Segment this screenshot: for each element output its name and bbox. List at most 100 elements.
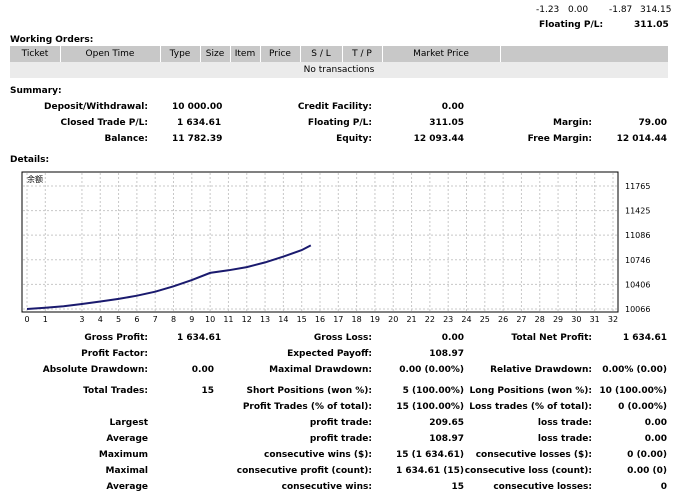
maximum-label: Maximum xyxy=(98,450,148,460)
gross-loss-label: Gross Loss: xyxy=(313,333,372,343)
col-market-price: Market Price xyxy=(413,49,469,59)
total-trades-label: Total Trades: xyxy=(83,386,148,396)
credit-value: 0.00 xyxy=(441,102,464,112)
floating-pl-label: Floating P/L: xyxy=(307,118,372,128)
closed-pl-value: 1 634.61 xyxy=(177,118,222,128)
maximal-consecutive-profit-label: consecutive profit (count): xyxy=(236,466,372,476)
relative-drawdown-label: Relative Drawdown: xyxy=(490,365,592,375)
x-tick-label: 29 xyxy=(553,315,563,324)
maximal-consecutive-loss-label: consecutive loss (count): xyxy=(464,466,592,476)
x-tick-label: 21 xyxy=(406,315,416,324)
balance-series-line xyxy=(26,244,312,310)
expected-payoff-value: 108.97 xyxy=(429,349,464,359)
absolute-drawdown-label: Absolute Drawdown: xyxy=(42,365,148,375)
x-tick-label: 31 xyxy=(590,315,600,324)
col-type: Type xyxy=(169,49,191,59)
col-price: Price xyxy=(269,49,291,59)
largest-profit-trade-value: 209.65 xyxy=(429,418,464,428)
gross-profit-value: 1 634.61 xyxy=(177,333,222,343)
deposit-value: 10 000.00 xyxy=(172,102,223,112)
gross-profit-label: Gross Profit: xyxy=(84,333,148,343)
col-size: Size xyxy=(205,49,225,59)
short-positions-label: Short Positions (won %): xyxy=(246,386,372,396)
equity-value: 12 093.44 xyxy=(413,134,464,144)
x-tick-label: 19 xyxy=(370,315,380,324)
expected-payoff-label: Expected Payoff: xyxy=(287,349,372,359)
absolute-drawdown-value: 0.00 xyxy=(191,365,214,375)
y-tick-label: 10406 xyxy=(625,280,650,289)
top-value-3: -1.87 xyxy=(609,5,633,15)
x-tick-label: 24 xyxy=(461,315,471,324)
credit-label: Credit Facility: xyxy=(297,102,372,112)
floating-pl-value: 311.05 xyxy=(429,118,464,128)
maximal-consecutive-profit-value: 1 634.61 (15) xyxy=(395,466,464,476)
y-tick-label: 10746 xyxy=(625,256,650,265)
y-tick-label: 11086 xyxy=(625,231,650,240)
x-tick-label: 9 xyxy=(189,315,194,324)
top-value-4: 314.15 xyxy=(640,5,672,15)
maximal-drawdown-label: Maximal Drawdown: xyxy=(269,365,372,375)
x-tick-label: 0 xyxy=(24,315,29,324)
average-loss-trade-label: loss trade: xyxy=(537,434,592,444)
closed-pl-label: Closed Trade P/L: xyxy=(60,118,148,128)
top-value-2: 0.00 xyxy=(568,5,589,15)
average-loss-trade-value: 0.00 xyxy=(644,434,667,444)
x-tick-label: 16 xyxy=(315,315,325,324)
short-positions-value: 5 (100.00%) xyxy=(402,386,464,396)
long-positions-value: 10 (100.00%) xyxy=(599,386,667,396)
x-tick-label: 28 xyxy=(535,315,545,324)
x-tick-label: 7 xyxy=(153,315,158,324)
working-orders-title: Working Orders: xyxy=(10,35,94,45)
margin-value: 79.00 xyxy=(638,118,667,128)
x-tick-label: 27 xyxy=(516,315,526,324)
x-tick-label: 17 xyxy=(333,315,343,324)
profit-factor-label: Profit Factor: xyxy=(81,349,148,359)
net-profit-value: 1 634.61 xyxy=(622,333,667,343)
average-profit-trade-label: profit trade: xyxy=(309,434,372,444)
max-consecutive-losses-label: consecutive losses ($): xyxy=(475,450,592,460)
deposit-label: Deposit/Withdrawal: xyxy=(44,102,148,112)
details-title: Details: xyxy=(10,155,50,165)
max-consecutive-wins-label: consecutive wins ($): xyxy=(263,450,372,460)
loss-trades-label: Loss trades (% of total): xyxy=(469,402,592,412)
max-consecutive-wins-value: 15 (1 634.61) xyxy=(395,450,464,460)
maximal-drawdown-value: 0.00 (0.00%) xyxy=(399,365,464,375)
largest-profit-trade-label: profit trade: xyxy=(309,418,372,428)
total-trades-value: 15 xyxy=(201,386,214,396)
working-orders-header: Ticket Open Time Type Size Item Price S … xyxy=(10,46,668,62)
loss-trades-value: 0 (0.00%) xyxy=(618,402,667,412)
gross-loss-value: 0.00 xyxy=(441,333,464,343)
avg-consecutive-wins-value: 15 xyxy=(451,482,464,492)
x-tick-label: 4 xyxy=(98,315,103,324)
x-tick-label: 3 xyxy=(79,315,84,324)
average-consecutive-label: Average xyxy=(106,482,148,492)
x-tick-label: 30 xyxy=(571,315,581,324)
largest-label: Largest xyxy=(109,418,148,428)
free-margin-label: Free Margin: xyxy=(527,134,592,144)
max-consecutive-losses-value: 0 (0.00) xyxy=(627,450,667,460)
y-tick-label: 11765 xyxy=(625,182,650,191)
floating-pl-label-top: Floating P/L: xyxy=(539,20,604,30)
x-tick-label: 1 xyxy=(43,315,48,324)
avg-consecutive-losses-value: 0 xyxy=(660,482,667,492)
x-tick-label: 20 xyxy=(388,315,398,324)
y-tick-label: 11425 xyxy=(625,207,650,216)
equity-label: Equity: xyxy=(336,134,372,144)
free-margin-value: 12 014.44 xyxy=(616,134,667,144)
net-profit-label: Total Net Profit: xyxy=(511,333,592,343)
profit-trades-label: Profit Trades (% of total): xyxy=(242,402,372,412)
balance-label: Balance: xyxy=(104,134,148,144)
avg-consecutive-wins-label: consecutive wins: xyxy=(281,482,372,492)
x-tick-label: 32 xyxy=(608,315,618,324)
col-ticket: Ticket xyxy=(21,49,49,59)
x-tick-label: 26 xyxy=(498,315,508,324)
x-tick-label: 6 xyxy=(134,315,139,324)
x-tick-label: 15 xyxy=(297,315,307,324)
summary-title: Summary: xyxy=(10,86,62,96)
no-transactions-row: No transactions xyxy=(10,62,668,78)
average-label: Average xyxy=(106,434,148,444)
col-item: Item xyxy=(234,49,256,59)
x-tick-label: 22 xyxy=(425,315,435,324)
col-sl: S / L xyxy=(311,49,331,59)
